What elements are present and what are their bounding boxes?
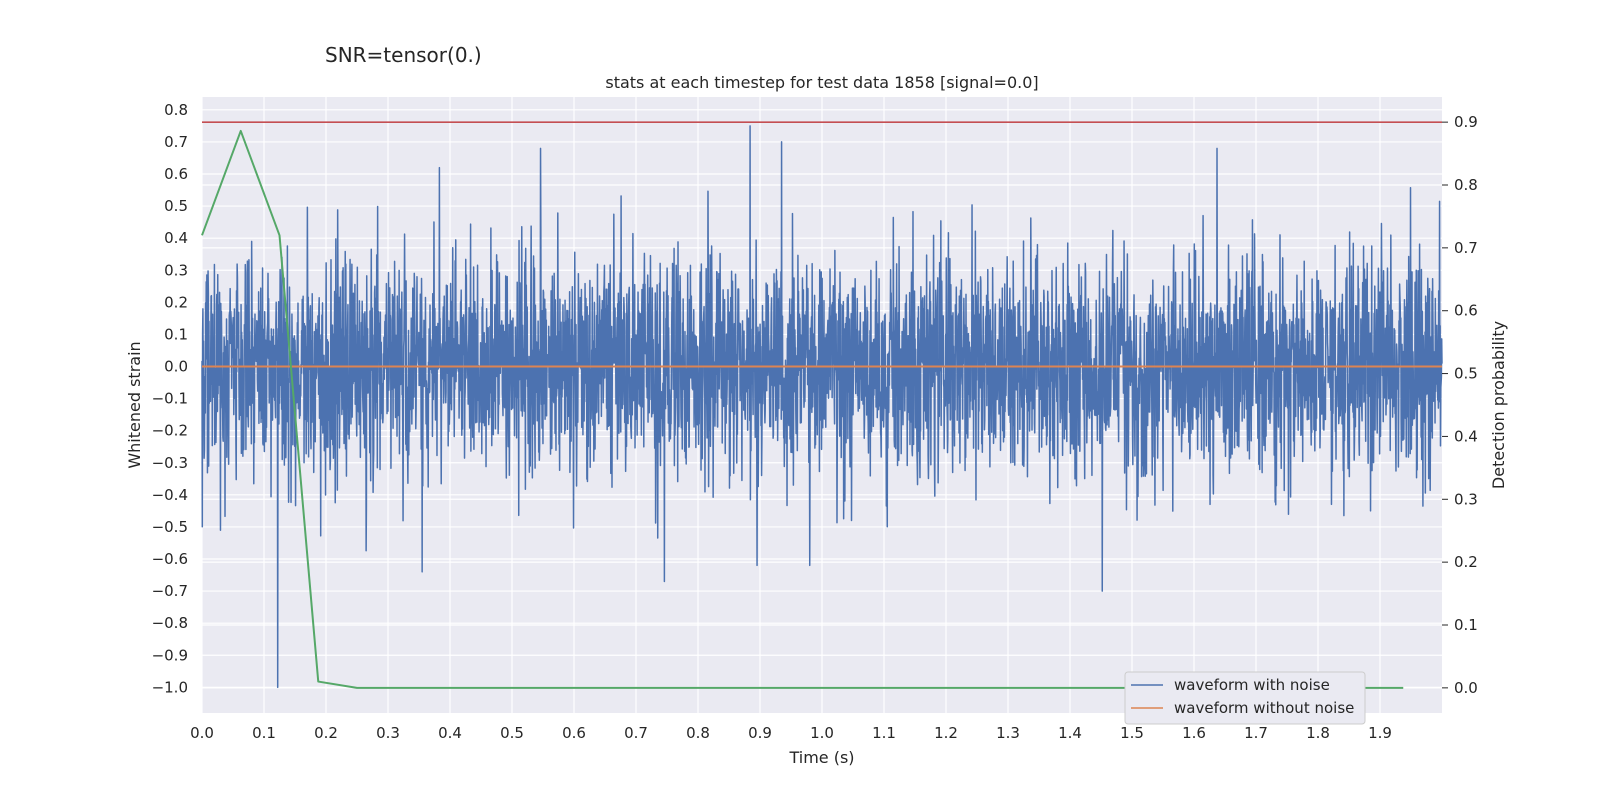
y2-tick-label: 0.9 [1454, 113, 1478, 131]
x-tick-labels: 0.0 0.1 0.2 0.3 0.4 0.5 0.6 0.7 0.8 0.9 1.0 1.1 1.2 1… [190, 724, 1392, 742]
y-tick-label: 0.4 [164, 229, 188, 247]
chart-suptitle: SNR=tensor(0.) [325, 43, 482, 67]
legend-label-noise: waveform with noise [1174, 676, 1330, 694]
x-tick-label: 1.1 [872, 724, 896, 742]
y2-axis-label: Detection probability [1489, 321, 1508, 489]
x-tick-label: 1.6 [1182, 724, 1206, 742]
y2-tick-label: 0.5 [1454, 365, 1478, 383]
y2-tick-label: 0.1 [1454, 616, 1478, 634]
y-axis-label: Whitened strain [125, 341, 144, 468]
chart-title: stats at each timestep for test data 185… [605, 73, 1038, 92]
y-tick-label: 0.5 [164, 197, 188, 215]
y-tick-label: −1.0 [152, 678, 188, 696]
x-tick-label: 1.9 [1368, 724, 1392, 742]
x-tick-label: 1.3 [996, 724, 1020, 742]
x-tick-label: 1.8 [1306, 724, 1330, 742]
y2-tick-label: 0.4 [1454, 427, 1478, 445]
y-tick-labels: 0.8 0.7 0.6 0.5 0.4 0.3 0.2 0.1 0.0 −0.1 −0.2 −0.3 −… [152, 101, 188, 696]
y-tick-label: −0.8 [152, 614, 188, 632]
legend: waveform with noise waveform without noi… [1124, 671, 1366, 725]
x-tick-label: 0.3 [376, 724, 400, 742]
x-tick-label: 1.0 [810, 724, 834, 742]
y2-tick-label: 0.0 [1454, 679, 1478, 697]
y-tick-label: −0.4 [152, 486, 188, 504]
x-tick-label: 0.2 [314, 724, 338, 742]
y-tick-label: −0.1 [152, 390, 188, 408]
y-tick-label: 0.6 [164, 165, 188, 183]
x-tick-label: 0.1 [252, 724, 276, 742]
y-tick-label: −0.5 [152, 518, 188, 536]
x-tick-label: 1.4 [1058, 724, 1082, 742]
y-tick-label: 0.2 [164, 293, 188, 311]
x-tick-label: 0.5 [500, 724, 524, 742]
x-tick-label: 1.7 [1244, 724, 1268, 742]
y-tick-label: 0.0 [164, 358, 188, 376]
y-tick-label: 0.8 [164, 101, 188, 119]
y2-tick-label: 0.8 [1454, 176, 1478, 194]
legend-label-clean: waveform without noise [1174, 699, 1354, 717]
y2-tick-label: 0.3 [1454, 490, 1478, 508]
x-axis-label: Time (s) [788, 748, 854, 767]
legend-box [1124, 671, 1366, 725]
x-tick-label: 0.9 [748, 724, 772, 742]
x-tick-label: 0.8 [686, 724, 710, 742]
x-tick-label: 1.5 [1120, 724, 1144, 742]
y-tick-label: −0.9 [152, 646, 188, 664]
y2-tick-label: 0.2 [1454, 553, 1478, 571]
x-tick-label: 0.4 [438, 724, 462, 742]
x-tick-label: 1.2 [934, 724, 958, 742]
y-tick-label: −0.3 [152, 454, 188, 472]
y-tick-label: 0.1 [164, 325, 188, 343]
y2-tick-labels: 0.9 0.8 0.7 0.6 0.5 0.4 0.3 0.2 0.1 0.0 [1442, 113, 1478, 697]
y-tick-label: −0.6 [152, 550, 188, 568]
y-tick-label: −0.2 [152, 422, 188, 440]
x-tick-label: 0.6 [562, 724, 586, 742]
y2-tick-label: 0.7 [1454, 239, 1478, 257]
y2-tick-label: 0.6 [1454, 302, 1478, 320]
x-tick-label: 0.7 [624, 724, 648, 742]
x-tick-label: 0.0 [190, 724, 214, 742]
y-tick-label: 0.7 [164, 133, 188, 151]
y-tick-label: −0.7 [152, 582, 188, 600]
y-tick-label: 0.3 [164, 261, 188, 279]
series-line-waveform-with-noise [201, 125, 1443, 689]
